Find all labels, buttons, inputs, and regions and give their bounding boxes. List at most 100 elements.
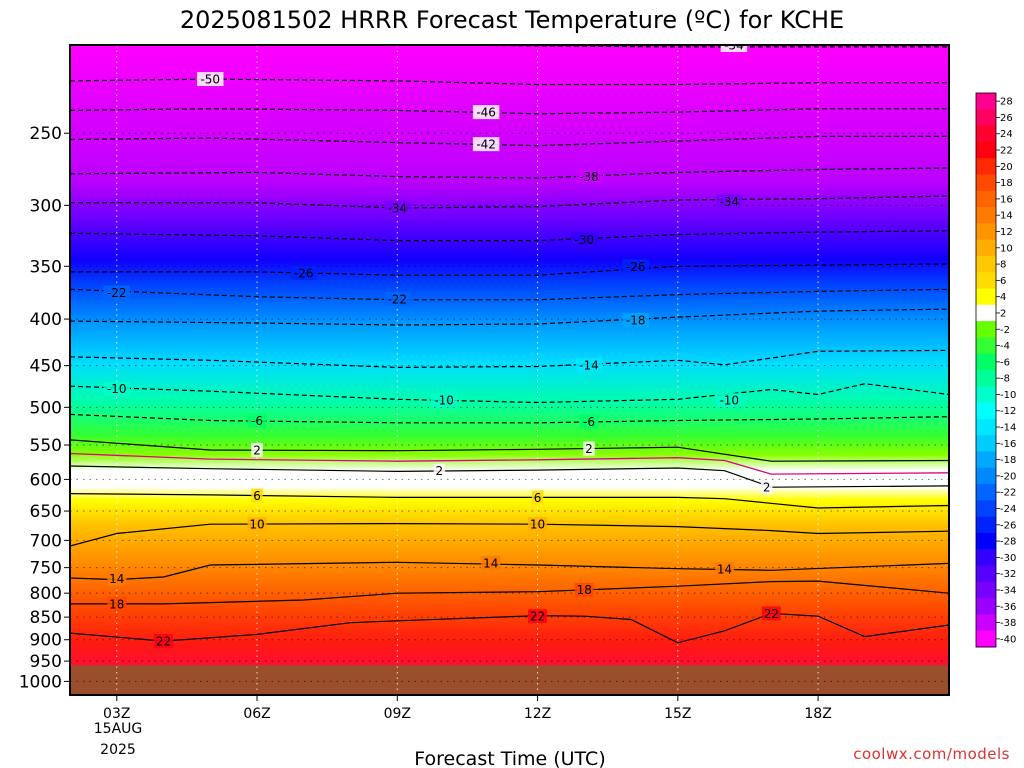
contour-label--34: -34	[719, 195, 739, 209]
colorbar-label--34: -34	[1000, 585, 1016, 596]
contour-label-bg-34	[761, 606, 781, 621]
contour-label-14: 14	[717, 563, 732, 577]
colorbar-swatch--2	[976, 321, 996, 338]
colorbar-frame	[975, 92, 997, 648]
contour-label-bg-21	[433, 463, 446, 478]
colorbar-label--38: -38	[1000, 618, 1016, 629]
x-tick-label-18Z: 18Z	[804, 706, 831, 722]
contour-label-22: 22	[156, 635, 171, 649]
contour-label--6: -6	[583, 415, 595, 429]
contour-label--22: -22	[387, 292, 407, 306]
colorbar-label--40: -40	[1000, 634, 1016, 645]
colorbar-label-14: 14	[1000, 211, 1013, 222]
y-tick-label-850: 850	[30, 608, 62, 628]
colorbar-swatch--32	[976, 565, 996, 583]
colorbar-label-12: 12	[1000, 227, 1013, 238]
contour-label--22: -22	[107, 286, 127, 300]
contour-label-bg-12	[622, 313, 649, 328]
y-tick-label-1000: 1000	[19, 672, 62, 692]
contour-label-2: 2	[253, 444, 261, 458]
y-tick-label-900: 900	[30, 631, 62, 651]
colorbar-label--2: -2	[1000, 325, 1010, 336]
contour-label--38: -38	[579, 170, 599, 184]
temperature-field	[70, 45, 949, 695]
colorbar-swatch--22	[976, 484, 996, 501]
contour-label--18: -18	[626, 314, 646, 328]
contour--22-8	[70, 288, 949, 301]
time-axis: 03Z 06Z 09Z 12Z 15Z 18Z	[103, 695, 832, 722]
grid-lines	[70, 45, 949, 695]
x-date-year: 2025	[100, 742, 136, 758]
contour--6-12	[70, 413, 949, 424]
colorbar-label--30: -30	[1000, 553, 1016, 564]
colorbar-swatch--28	[976, 532, 996, 550]
colorbar-swatch--30	[976, 549, 996, 567]
contour-label-bg-23	[251, 488, 263, 503]
x-tick-label-12Z: 12Z	[524, 706, 551, 722]
colorbar-label--10: -10	[1000, 390, 1016, 401]
plot-frame	[69, 44, 950, 696]
contour-label-bg-3	[472, 137, 500, 152]
colorbar-swatch-10	[976, 239, 996, 257]
contour-label--14: -14	[579, 358, 599, 372]
contour-label-bg-19	[251, 443, 263, 458]
contour-label-bg-26	[528, 517, 548, 532]
colorbar-label-20: 20	[1000, 162, 1013, 173]
colorbar-label-6: 6	[1000, 276, 1006, 287]
contour-14-17	[70, 561, 949, 581]
plot-area: -54 -50 -46 -42 -38 -34 -34 -30 -26 -26 -22 -22 -18 -…	[70, 39, 949, 695]
colorbar-label--22: -22	[1000, 488, 1016, 499]
colorbar-label-8: 8	[1000, 260, 1006, 271]
colorbar-swatch--36	[976, 598, 996, 615]
contour-label-bg-10	[103, 285, 131, 300]
colorbar: 28 26 24 22 20 18 16 14 12 10 8 6 4 2 -2 -4 -6 -8 -10 -12 -1…	[975, 92, 1016, 648]
contour-label-bg-14	[103, 381, 131, 396]
colorbar-label--4: -4	[1000, 341, 1010, 352]
colorbar-label--20: -20	[1000, 471, 1016, 482]
contour-label-2: 2	[763, 481, 771, 495]
contour-label-bg-18	[579, 414, 599, 429]
colorbar-label-22: 22	[1000, 146, 1013, 157]
colorbar-swatch-6	[976, 272, 996, 290]
colorbar-label-2: 2	[1000, 308, 1006, 319]
colorbar-swatch-2	[976, 304, 996, 322]
contour-label-bg-0	[720, 45, 748, 52]
colorbar-label--32: -32	[1000, 569, 1016, 580]
colorbar-swatch--4	[976, 337, 996, 355]
colorbar-swatch-26	[976, 109, 996, 127]
contour-label-bg-22	[760, 480, 773, 495]
contour-label-bg-32	[154, 634, 174, 649]
y-tick-label-750: 750	[30, 559, 62, 579]
y-tick-label-400: 400	[30, 310, 62, 330]
colorbar-swatch-24	[976, 125, 996, 143]
contour-label--10: -10	[719, 394, 739, 408]
colorbar-label--28: -28	[1000, 537, 1016, 548]
contour-label--54: -54	[724, 39, 744, 53]
y-tick-label-250: 250	[30, 124, 62, 144]
colorbar-swatch--34	[976, 581, 996, 599]
colorbar-label-18: 18	[1000, 178, 1013, 189]
y-tick-label-650: 650	[30, 502, 62, 522]
y-tick-label-600: 600	[30, 470, 62, 490]
x-tick-label-06Z: 06Z	[243, 706, 270, 722]
colorbar-swatch-12	[976, 223, 996, 241]
contour-label-bg-8	[290, 266, 318, 281]
colorbar-swatch-4	[976, 288, 996, 306]
colorbar-label-28: 28	[1000, 97, 1013, 108]
colorbar-swatch-8	[976, 255, 996, 273]
contour--34-5	[70, 195, 949, 209]
contour-label-bg-27	[107, 571, 127, 586]
contour-label-bg-9	[622, 259, 649, 274]
credit-text: coolwx.com/models	[853, 745, 1010, 763]
colorbar-swatch--10	[976, 386, 996, 404]
contour-label-6: 6	[534, 491, 542, 505]
contour-label-bg-24	[531, 490, 544, 505]
contour-label-14: 14	[483, 556, 498, 570]
colorbar-swatch--40	[976, 630, 996, 648]
y-tick-label-300: 300	[30, 196, 62, 216]
y-tick-label-800: 800	[30, 584, 62, 604]
y-tick-label-950: 950	[30, 652, 62, 672]
contour--26-7	[70, 263, 949, 276]
contour-label--30: -30	[575, 233, 595, 247]
